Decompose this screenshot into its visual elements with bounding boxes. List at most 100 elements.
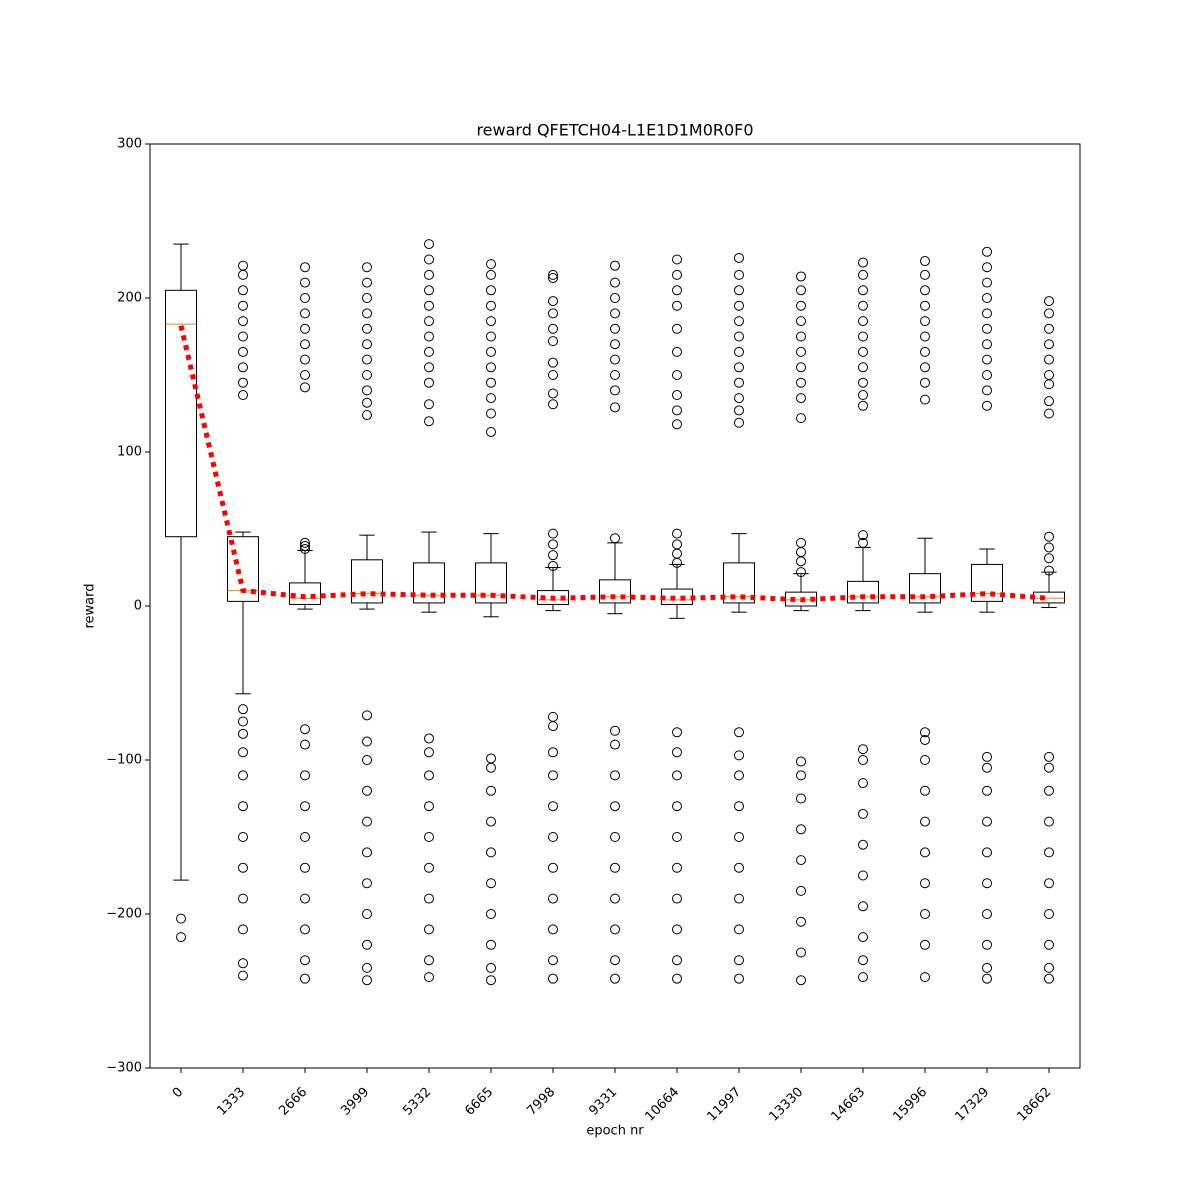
outlier xyxy=(300,801,310,812)
outlier xyxy=(734,393,744,404)
box xyxy=(165,289,197,538)
y-tick-label: −200 xyxy=(106,907,142,922)
box xyxy=(971,563,1003,602)
outlier xyxy=(424,331,434,342)
outlier xyxy=(362,323,372,334)
outlier xyxy=(734,801,744,812)
outlier xyxy=(796,556,806,567)
outlier xyxy=(548,370,558,380)
outlier xyxy=(424,300,434,311)
outlier xyxy=(796,300,806,311)
outlier xyxy=(424,747,434,758)
outlier xyxy=(858,744,868,755)
outlier xyxy=(1044,396,1054,407)
outlier xyxy=(858,377,868,388)
outlier xyxy=(920,377,930,388)
outlier xyxy=(1044,379,1054,390)
outlier xyxy=(610,973,620,984)
outlier xyxy=(982,262,992,273)
outlier xyxy=(300,339,310,350)
outlier xyxy=(548,747,558,758)
outlier xyxy=(734,727,744,738)
outlier xyxy=(424,377,434,388)
outlier xyxy=(796,824,806,835)
outlier xyxy=(982,751,992,762)
outlier xyxy=(796,271,806,282)
y-tick-label: −100 xyxy=(106,753,142,768)
outlier xyxy=(300,262,310,273)
outlier xyxy=(982,277,992,288)
outlier xyxy=(362,308,372,319)
outlier xyxy=(238,390,248,401)
outlier xyxy=(858,839,868,850)
outlier xyxy=(362,736,372,747)
outlier xyxy=(548,269,558,280)
outlier xyxy=(734,750,744,761)
outlier xyxy=(362,975,372,986)
outlier xyxy=(362,847,372,858)
outlier xyxy=(610,370,620,380)
outlier xyxy=(982,816,992,827)
outlier xyxy=(238,704,248,715)
trend-line xyxy=(178,325,1050,603)
outlier xyxy=(982,370,992,380)
outlier xyxy=(734,770,744,781)
outlier xyxy=(858,955,868,966)
outlier xyxy=(548,399,558,410)
outlier xyxy=(238,728,248,739)
outlier xyxy=(920,909,930,919)
outlier xyxy=(300,308,310,319)
outlier xyxy=(300,537,310,548)
box xyxy=(537,590,569,605)
outlier xyxy=(796,793,806,804)
box xyxy=(847,580,879,604)
outlier xyxy=(1044,878,1054,889)
outlier xyxy=(672,346,682,357)
outlier xyxy=(1044,816,1054,827)
outlier xyxy=(734,316,744,327)
y-tick-label: −300 xyxy=(106,1061,142,1076)
outlier xyxy=(734,832,744,842)
outlier xyxy=(734,973,744,984)
outlier xyxy=(672,893,682,904)
outlier xyxy=(486,847,496,858)
outlier xyxy=(672,419,682,430)
outlier xyxy=(920,847,930,858)
outlier xyxy=(858,285,868,296)
outlier xyxy=(238,958,248,969)
outlier xyxy=(486,316,496,327)
outlier xyxy=(672,862,682,873)
outlier xyxy=(176,932,186,943)
outlier xyxy=(1044,296,1054,307)
outlier xyxy=(734,331,744,342)
outlier xyxy=(548,272,558,283)
y-axis-label: reward xyxy=(83,583,98,628)
box xyxy=(599,579,631,604)
outlier xyxy=(672,390,682,401)
outlier xyxy=(300,724,310,735)
outlier xyxy=(424,924,434,935)
outlier xyxy=(1044,339,1054,350)
outlier xyxy=(238,377,248,388)
outlier xyxy=(982,962,992,973)
box xyxy=(723,562,755,604)
outlier xyxy=(362,939,372,950)
outlier xyxy=(1044,847,1054,858)
outlier xyxy=(486,269,496,280)
outlier xyxy=(610,725,620,736)
outlier xyxy=(672,254,682,265)
outlier xyxy=(920,939,930,950)
outlier xyxy=(610,293,620,303)
outlier xyxy=(548,528,558,539)
outlier xyxy=(920,256,930,267)
outlier xyxy=(238,300,248,311)
outlier xyxy=(300,323,310,334)
outlier xyxy=(548,924,558,935)
outlier xyxy=(300,544,310,555)
outlier xyxy=(424,955,434,966)
outlier xyxy=(858,778,868,789)
outlier xyxy=(238,862,248,873)
outlier xyxy=(672,528,682,539)
outlier xyxy=(486,362,496,373)
